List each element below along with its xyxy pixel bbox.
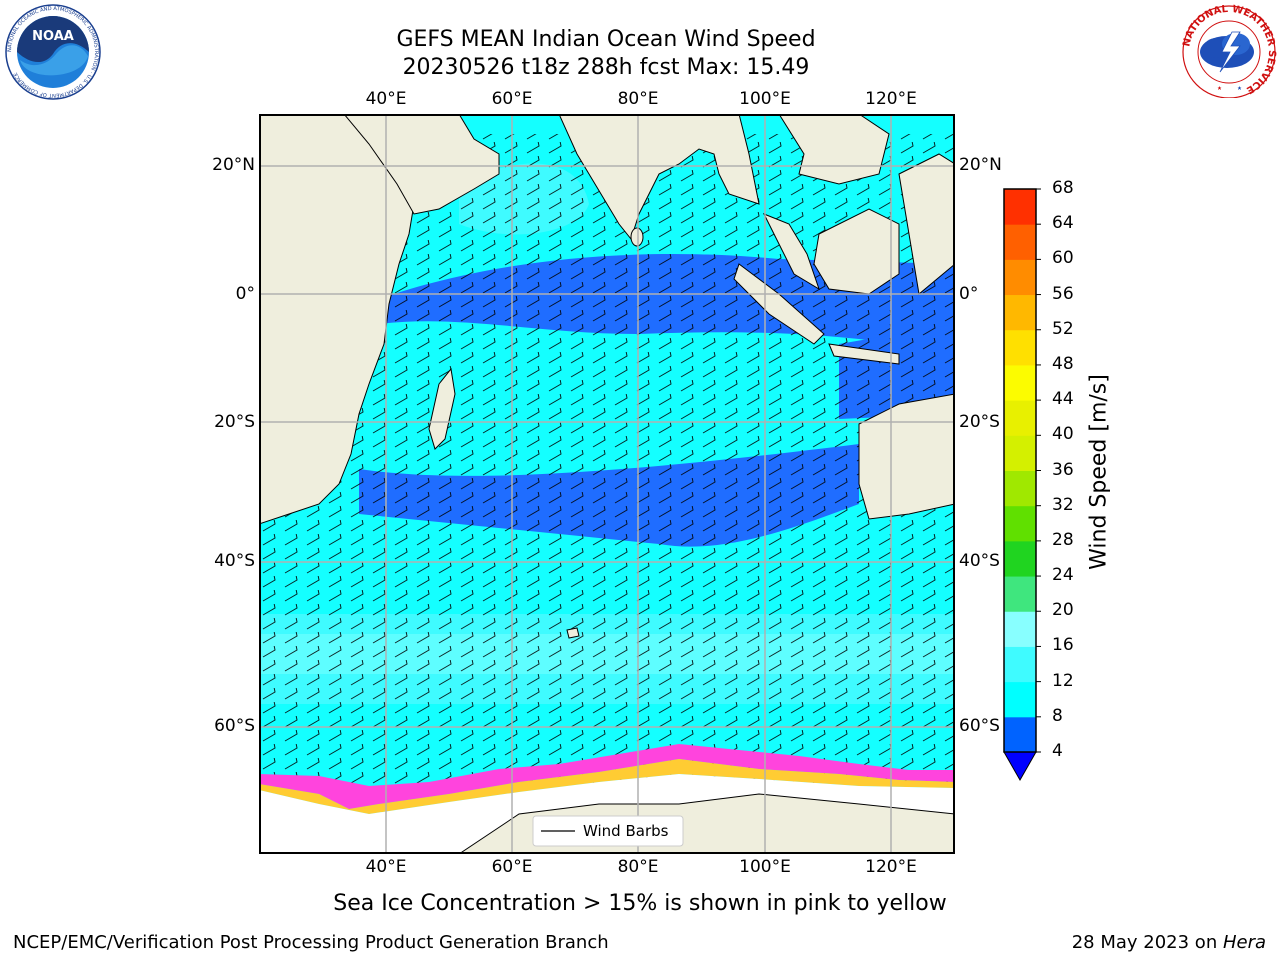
lat-tick-right: 20°S [959,412,1000,432]
colorbar-tick-label: 24 [1052,565,1074,586]
lon-tick-bottom: 100°E [739,857,791,877]
colorbar-tick-label: 48 [1052,353,1074,374]
footer-branch: NCEP/EMC/Verification Post Processing Pr… [13,932,609,953]
colorbar-segment [1004,540,1036,577]
noaa-logo: NATIONAL OCEANIC AND ATMOSPHERIC ADMINIS… [5,4,101,100]
lat-tick-right: 60°S [959,716,1000,736]
colorbar-underflow-triangle [1003,751,1037,782]
footer-date: 28 May 2023 on Hera [1072,932,1266,953]
colorbar-tick-label: 32 [1052,494,1074,515]
sri-lanka [630,227,644,247]
kerguelen-island [566,627,580,639]
colorbar-segment [1004,576,1036,612]
colorbar-segment [1004,646,1036,683]
borneo [813,208,900,295]
colorbar-segment [1004,400,1036,436]
colorbar-segment [1004,681,1036,718]
lat-tick-right: 20°N [959,155,1002,175]
footer-machine: Hera [1222,932,1266,953]
lat-tick-right: 0° [959,284,979,304]
sea-ice-edge-yellow [259,759,955,814]
colorbar-tick-label: 40 [1052,424,1074,445]
india-landmass [558,114,760,241]
colorbar-tick-label: 8 [1052,705,1063,726]
colorbar-tick-label: 68 [1052,178,1074,198]
colorbar-tick-label: 64 [1052,213,1074,234]
wind-speed-colorbar [1003,188,1041,782]
madagascar [428,367,456,450]
philippines-sulawesi [898,153,955,295]
lon-tick-top: 120°E [865,89,917,109]
colorbar-segment [1004,329,1036,366]
map-title: GEFS MEAN Indian Ocean Wind Speed [396,27,816,52]
colorbar-tick-label: 16 [1052,635,1074,656]
java [828,343,900,365]
colorbar-segment [1004,259,1036,296]
map-subtitle: 20230526 t18z 288h fcst Max: 15.49 [402,55,810,80]
arabia-landmass [343,114,500,215]
graticule [259,114,955,854]
colorbar-tick-label: 56 [1052,283,1074,304]
footer-date-text: 28 May 2023 on [1071,932,1223,953]
wind-barb-legend [532,815,684,847]
wind-speed-map [259,114,955,854]
sea-ice-edge-pink [259,744,955,809]
wind-barb-legend-label: Wind Barbs [583,822,669,840]
colorbar-segment [1004,435,1036,471]
colorbar-tick-label: 20 [1052,600,1074,621]
lat-tick-right: 40°S [959,551,1000,571]
colorbar-tick-label: 52 [1052,318,1074,339]
lat-tick-left: 20°N [212,155,255,175]
lon-tick-top: 40°E [365,89,407,109]
lat-tick-left: 20°S [214,412,255,432]
lat-tick-left: 0° [235,284,255,304]
colorbar-tick-label: 12 [1052,670,1074,691]
colorbar-segment [1004,364,1036,401]
colorbar-segment [1004,505,1036,542]
colorbar-tick-label: 4 [1052,741,1063,761]
map-frame [259,114,955,854]
lon-tick-bottom: 80°E [617,857,659,877]
lon-tick-top: 80°E [617,89,659,109]
colorbar-segment [1004,716,1036,753]
lon-tick-bottom: 120°E [865,857,917,877]
nws-logo: NATIONAL WEATHER SERVICE [1181,4,1277,98]
colorbar-segment [1004,294,1036,331]
lon-tick-bottom: 40°E [365,857,407,877]
colorbar-tick-label: 28 [1052,529,1074,550]
colorbar-tick-label: 44 [1052,389,1074,410]
sea-ice-caption: Sea Ice Concentration > 15% is shown in … [333,891,947,916]
lat-tick-left: 60°S [214,716,255,736]
colorbar-segment [1004,224,1036,260]
colorbar-segment [1004,470,1036,507]
colorbar-tick-label: 36 [1052,459,1074,480]
colorbar-segment [1004,611,1036,647]
colorbar-title: Wind Speed [m/s] [1086,374,1112,570]
colorbar-tick-label: 60 [1052,248,1074,269]
lon-tick-top: 100°E [739,89,791,109]
colorbar-segment [1004,189,1036,225]
lon-tick-top: 60°E [491,89,533,109]
lon-tick-bottom: 60°E [491,857,533,877]
lat-tick-left: 40°S [214,551,255,571]
australia-landmass [858,393,955,520]
noaa-logo-text: NOAA [32,29,74,44]
malay-peninsula [762,213,820,291]
